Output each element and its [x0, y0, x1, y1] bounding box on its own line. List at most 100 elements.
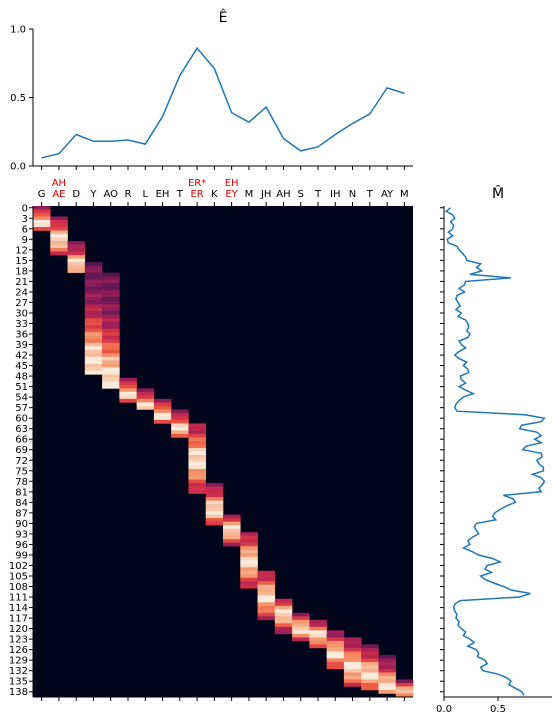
heatmap-row-label: 33 [15, 319, 28, 330]
heatmap-cell [378, 661, 397, 666]
heatmap-cell [257, 616, 276, 621]
heatmap-cell [84, 314, 103, 319]
heatmap-cell [84, 363, 103, 368]
heatmap-cell [102, 353, 120, 358]
heatmap-cell [309, 644, 327, 649]
heatmap-cell [361, 686, 379, 691]
heatmap-cell [84, 349, 103, 354]
heatmap-row-label: 135 [9, 677, 28, 688]
heatmap-cell [84, 279, 103, 284]
heatmap-cell [102, 339, 120, 344]
heatmap-cell [84, 293, 103, 298]
heatmap-cell [67, 248, 86, 252]
heatmap-cell [326, 633, 345, 638]
heatmap-cell [361, 647, 379, 652]
heatmap-cell [136, 398, 155, 403]
token-label: T [366, 189, 374, 200]
heatmap-cell [343, 682, 362, 687]
heatmap-cell [84, 353, 103, 358]
heatmap-cell [395, 689, 414, 694]
heatmap-cell [343, 675, 362, 680]
heatmap-cell [257, 591, 276, 596]
heatmap-cell [240, 539, 258, 543]
heatmap-cell [153, 409, 172, 414]
heatmap-cell [361, 661, 379, 666]
heatmap-cell [84, 367, 103, 372]
heatmap-cell [205, 490, 224, 494]
token-label: AH [276, 189, 290, 200]
heatmap-cell [67, 262, 86, 266]
heatmap-cell [136, 395, 155, 400]
heatmap-cell [343, 654, 362, 659]
top-y-tick-label: 0.5 [10, 93, 26, 104]
heatmap-cell [361, 679, 379, 684]
heatmap-row-label: 9 [22, 235, 28, 246]
heatmap-cell [84, 290, 103, 294]
heatmap-cell [274, 626, 293, 631]
heatmap-row-label: 108 [9, 582, 28, 593]
heatmap-cell [274, 616, 293, 621]
heatmap-cell [223, 525, 241, 529]
heatmap-cell [205, 521, 224, 526]
heatmap-cell [188, 426, 207, 431]
heatmap-cell [50, 237, 68, 242]
token-label: S [298, 189, 304, 200]
heatmap-row-label: 120 [9, 624, 28, 635]
heatmap-cell [274, 619, 293, 624]
heatmap-cell [309, 637, 327, 642]
heatmap-cell [136, 402, 155, 407]
heatmap-cell [274, 598, 293, 603]
side-x-tick-label: 0.0 [436, 704, 452, 715]
heatmap-cell [84, 356, 103, 361]
heatmap-cell [240, 542, 258, 547]
token-label: AY [381, 189, 394, 200]
heatmap-cell [240, 563, 258, 568]
heatmap-cell [84, 335, 103, 340]
heatmap-cell [102, 293, 120, 298]
heatmap-cell [223, 518, 241, 522]
heatmap-cell [102, 374, 120, 379]
heatmap-cell [188, 490, 207, 494]
heatmap-cell [153, 419, 172, 424]
heatmap-cell [205, 486, 224, 491]
heatmap-cell [102, 318, 120, 323]
heatmap-cell [102, 290, 120, 294]
heatmap-cell [326, 658, 345, 663]
heatmap-cell [292, 633, 310, 638]
heatmap-cell [240, 570, 258, 575]
heatmap-row-label: 30 [15, 308, 28, 319]
heatmap-cell [223, 528, 241, 533]
token-label: M [245, 189, 254, 200]
heatmap-cell [67, 241, 86, 245]
heatmap-cell [309, 619, 327, 624]
heatmap-cell [240, 556, 258, 561]
heatmap-cell [171, 412, 189, 417]
heatmap-row-label: 66 [15, 435, 28, 446]
heatmap-cell [309, 630, 327, 635]
heatmap-cell [274, 630, 293, 635]
token-label: D [72, 189, 80, 200]
heatmap-cell [102, 370, 120, 375]
heatmap-cell [102, 325, 120, 330]
heatmap-cell [171, 433, 189, 438]
heatmap-cell [67, 258, 86, 263]
heatmap-cell [188, 465, 207, 470]
heatmap-cell [33, 206, 51, 210]
token-label: L [142, 189, 148, 200]
heatmap-cell [136, 391, 155, 396]
heatmap-cell [153, 402, 172, 407]
heatmap-cell [274, 623, 293, 628]
heatmap-row-label: 51 [15, 382, 28, 393]
token-label: Y [89, 189, 97, 200]
heatmap-cell [84, 272, 103, 277]
heatmap-cell [84, 325, 103, 330]
heatmap-cell [153, 412, 172, 417]
heatmap-cell [102, 356, 120, 361]
heatmap-cell [188, 430, 207, 435]
heatmap-cell [188, 433, 207, 438]
heatmap-cell [205, 500, 224, 505]
heatmap-cell [153, 405, 172, 410]
heatmap-cell [274, 602, 293, 607]
